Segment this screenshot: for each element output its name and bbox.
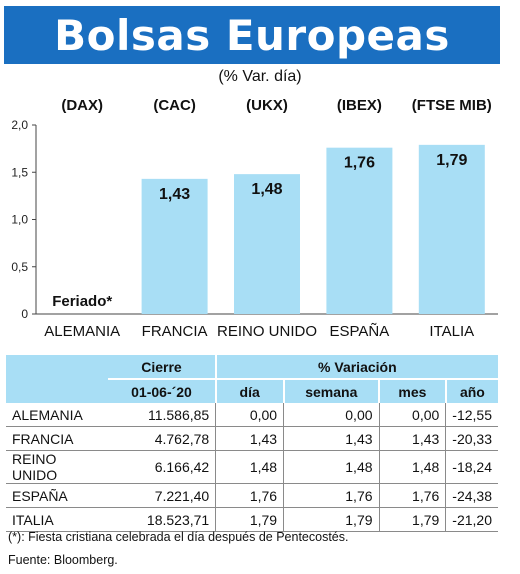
cell-mes: 0,00 xyxy=(378,403,446,427)
cell-ano: -12,55 xyxy=(445,403,498,427)
data-label: 1,79 xyxy=(436,152,467,169)
bar xyxy=(234,174,300,314)
cell-semana: 1,76 xyxy=(283,483,380,508)
header-mes: mes xyxy=(378,378,446,403)
cell-dia: 1,48 xyxy=(215,450,284,484)
cell-mes: 1,79 xyxy=(378,507,446,532)
cell-name: ESPAÑA xyxy=(6,483,109,508)
cell-ano: -18,24 xyxy=(445,450,498,484)
category-label: ITALIA xyxy=(429,323,474,340)
table-row: ALEMANIA 11.586,85 0,00 0,00 0,00 -12,55 xyxy=(6,403,498,427)
footnote: (*): Fiesta cristiana celebrada el día d… xyxy=(8,530,349,544)
cell-close: 18.523,71 xyxy=(108,507,216,532)
header-dia: día xyxy=(214,378,284,403)
table-row: FRANCIA 4.762,78 1,43 1,43 1,43 -20,33 xyxy=(6,426,498,451)
y-tick-label: 2,0 xyxy=(11,118,28,132)
table-header-row-1: Cierre % Variación xyxy=(6,355,498,379)
cell-dia: 1,76 xyxy=(215,483,284,508)
index-label: (UKX) xyxy=(246,97,288,114)
index-label: (DAX) xyxy=(61,97,103,114)
cell-name: REINO UNIDO xyxy=(6,450,109,484)
cell-dia: 1,79 xyxy=(215,507,284,532)
data-label: 1,76 xyxy=(344,155,375,172)
header-blank-2 xyxy=(6,379,109,403)
cell-dia: 1,43 xyxy=(215,426,284,451)
y-tick-label: 1,5 xyxy=(11,165,28,179)
index-label: (FTSE MIB) xyxy=(412,97,492,114)
cell-semana: 1,48 xyxy=(283,450,380,484)
data-label: 1,48 xyxy=(251,181,282,198)
chart-subtitle: (% Var. día) xyxy=(218,68,302,85)
table-row: ITALIA 18.523,71 1,79 1,79 1,79 -21,20 xyxy=(6,507,498,532)
header-blank xyxy=(6,355,109,379)
cell-mes: 1,76 xyxy=(378,483,446,508)
cell-semana: 1,43 xyxy=(283,426,380,451)
cell-close: 11.586,85 xyxy=(108,403,216,427)
bar xyxy=(418,144,485,314)
category-label: ESPAÑA xyxy=(330,323,390,340)
cell-name: ITALIA xyxy=(6,507,109,532)
cell-close: 7.221,40 xyxy=(108,483,216,508)
category-label: REINO UNIDO xyxy=(217,323,317,340)
market-table: Cierre % Variación 01-06-´20 día semana … xyxy=(6,355,498,532)
category-label: FRANCIA xyxy=(142,323,208,340)
cell-name: FRANCIA xyxy=(6,426,109,451)
cell-mes: 1,43 xyxy=(378,426,446,451)
header-date: 01-06-´20 xyxy=(108,378,216,403)
table-row: ESPAÑA 7.221,40 1,76 1,76 1,76 -24,38 xyxy=(6,483,498,508)
cell-ano: -24,38 xyxy=(445,483,498,508)
bar xyxy=(141,178,208,314)
cell-close: 6.166,42 xyxy=(108,450,216,484)
cell-close: 4.762,78 xyxy=(108,426,216,451)
y-tick-label: 1,0 xyxy=(11,213,28,227)
header-ano: año xyxy=(444,378,498,403)
header-cierre: Cierre xyxy=(108,355,216,379)
y-tick-label: 0 xyxy=(21,307,28,321)
bar-chart: 0 0,5 1,0 1,5 2,0 (DAX) ALEMANIA Feriado* (CAC) F… xyxy=(11,97,498,340)
source-note: Fuente: Bloomberg. xyxy=(8,553,118,567)
cell-dia: 0,00 xyxy=(215,403,284,427)
category-label: ALEMANIA xyxy=(44,323,120,340)
table-header-row-2: 01-06-´20 día semana mes año xyxy=(6,378,498,403)
cell-name: ALEMANIA xyxy=(6,403,109,427)
table-row: REINO UNIDO 6.166,42 1,48 1,48 1,48 -18,24 xyxy=(6,450,498,484)
y-tick-label: 0,5 xyxy=(11,260,28,274)
bar xyxy=(326,147,393,314)
chart-title: Bolsas Europeas xyxy=(54,10,450,60)
data-label: 1,43 xyxy=(159,186,190,203)
holiday-label: Feriado* xyxy=(52,293,112,310)
index-label: (IBEX) xyxy=(337,97,382,114)
cell-ano: -20,33 xyxy=(445,426,498,451)
cell-semana: 1,79 xyxy=(283,507,380,532)
header-variacion: % Variación xyxy=(214,355,498,379)
cell-ano: -21,20 xyxy=(445,507,498,532)
index-label: (CAC) xyxy=(153,97,196,114)
header-semana: semana xyxy=(282,378,380,403)
cell-semana: 0,00 xyxy=(283,403,380,427)
cell-mes: 1,48 xyxy=(378,450,446,484)
title-bar: Bolsas Europeas xyxy=(4,6,500,64)
